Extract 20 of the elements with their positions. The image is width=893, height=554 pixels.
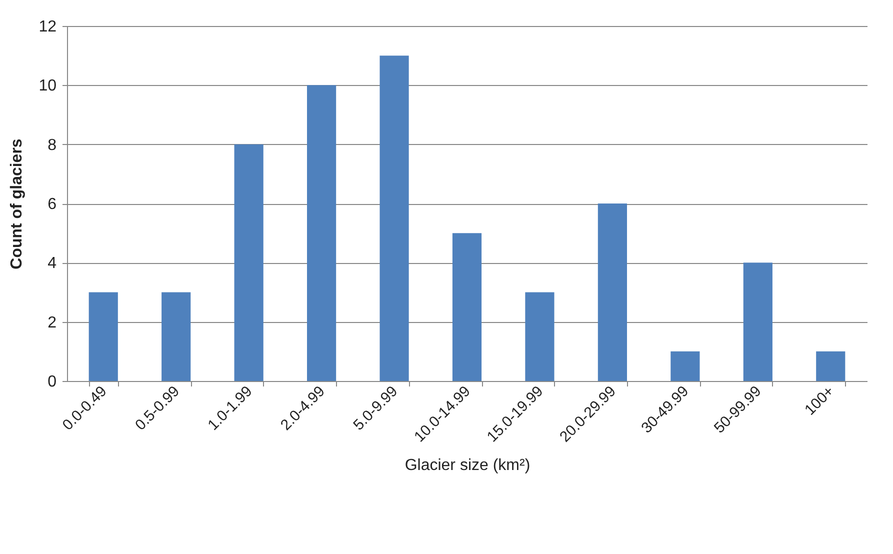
y-tick-label: 4 <box>48 255 57 272</box>
y-tick-label: 2 <box>48 314 57 332</box>
bar <box>670 351 700 381</box>
bar <box>307 85 336 381</box>
bar <box>162 292 191 381</box>
bar <box>88 292 118 381</box>
y-tick-label: 0 <box>48 374 57 390</box>
y-tick-label: 6 <box>48 196 57 213</box>
bar <box>743 262 772 381</box>
y-tick-label: 10 <box>38 78 57 95</box>
y-tick-label: 12 <box>38 18 57 36</box>
bar <box>380 56 409 381</box>
bar <box>598 204 627 381</box>
y-axis-title: Count of glaciers <box>8 138 26 270</box>
y-tick-label: 8 <box>48 136 57 154</box>
bar <box>525 292 554 381</box>
bar <box>452 233 482 381</box>
x-axis-title: Glacier size (km²) <box>404 456 530 474</box>
bar <box>816 351 846 381</box>
bar <box>234 144 264 381</box>
